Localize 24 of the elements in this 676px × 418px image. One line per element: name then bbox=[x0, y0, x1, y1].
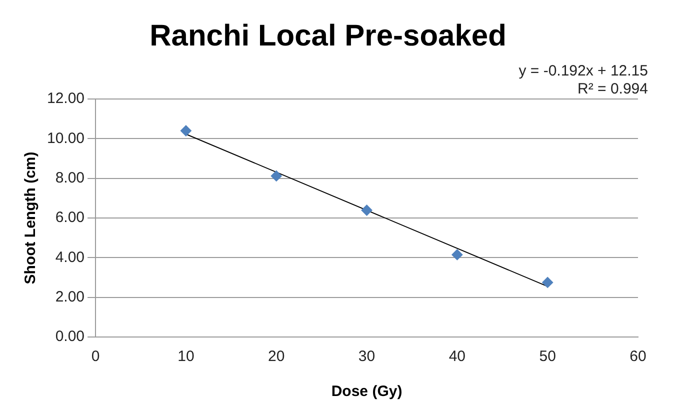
x-tick-label: 50 bbox=[539, 348, 556, 366]
point bbox=[452, 249, 463, 260]
y-tick-label: 12.00 bbox=[46, 90, 85, 108]
y-tick-label: 2.00 bbox=[55, 288, 85, 306]
y-tick-label: 8.00 bbox=[55, 169, 85, 186]
x-tick-label: 40 bbox=[448, 348, 466, 366]
y-tick-label: 6.00 bbox=[55, 209, 85, 226]
point bbox=[270, 170, 282, 182]
point bbox=[542, 276, 554, 288]
x-tick-label: 60 bbox=[630, 348, 646, 366]
text: y = -0.192x + 12.15 bbox=[518, 62, 648, 80]
x-tick-label: 30 bbox=[358, 348, 376, 366]
point bbox=[180, 125, 192, 136]
point bbox=[361, 204, 372, 216]
text: R² = 0.994 bbox=[578, 80, 648, 98]
x-tick-label: 20 bbox=[268, 348, 285, 366]
x-tick-label: 0 bbox=[91, 348, 100, 366]
chart-title: Ranchi Local Pre-soaked bbox=[150, 19, 506, 52]
x-axis-title: Dose (Gy) bbox=[331, 383, 402, 400]
y-axis-title: Shoot Length (cm) bbox=[22, 152, 40, 284]
y-tick-label: 10.00 bbox=[46, 130, 85, 147]
y-tick-label: 4.00 bbox=[55, 248, 85, 266]
y-tick-label: 0.00 bbox=[55, 328, 85, 346]
x-tick-label: 10 bbox=[178, 348, 194, 366]
